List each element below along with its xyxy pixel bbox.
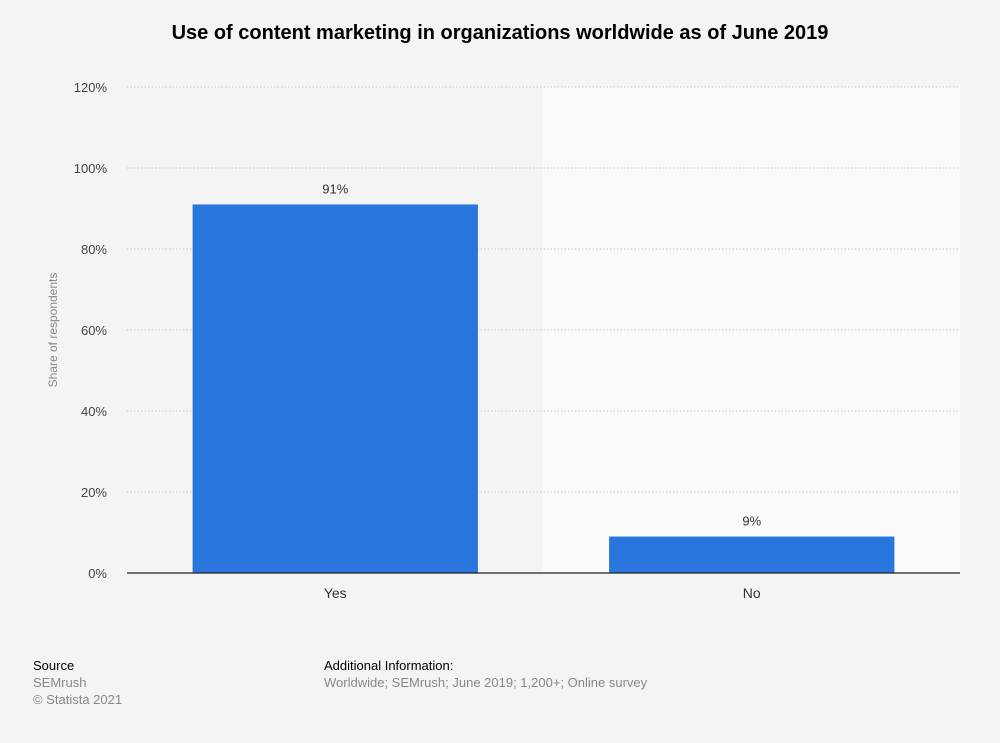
bars: 91% 9% bbox=[192, 181, 895, 573]
additional-info-text: Worldwide; SEMrush; June 2019; 1,200+; O… bbox=[324, 675, 648, 690]
source-heading: Source bbox=[33, 658, 75, 673]
y-tick-label: 0% bbox=[88, 566, 107, 581]
additional-info-heading: Additional Information: bbox=[324, 658, 454, 673]
bar-yes bbox=[192, 204, 478, 573]
y-tick-label: 120% bbox=[74, 80, 108, 95]
y-tick-label: 20% bbox=[81, 485, 107, 500]
y-tick-label: 60% bbox=[81, 323, 107, 338]
data-label: 9% bbox=[742, 514, 761, 529]
data-label: 91% bbox=[322, 181, 348, 196]
y-axis-ticks: 0% 20% 40% 60% 80% 100% 120% bbox=[74, 80, 108, 581]
source-block: Source SEMrush © Statista 2021 bbox=[33, 657, 122, 708]
y-tick-label: 100% bbox=[74, 161, 108, 176]
bar-no bbox=[609, 536, 895, 573]
chart-title: Use of content marketing in organization… bbox=[171, 22, 829, 44]
x-tick-label: Yes bbox=[324, 585, 347, 601]
additional-info-block: Additional Information: Worldwide; SEMru… bbox=[324, 657, 647, 691]
x-axis-ticks: Yes No bbox=[324, 585, 761, 601]
y-tick-label: 80% bbox=[81, 242, 107, 257]
y-tick-label: 40% bbox=[81, 404, 107, 419]
copyright: © Statista 2021 bbox=[33, 692, 123, 707]
y-axis-label: Share of respondents bbox=[46, 273, 60, 388]
x-tick-label: No bbox=[743, 585, 761, 601]
source-name: SEMrush bbox=[33, 675, 87, 690]
gridlines bbox=[127, 86, 960, 493]
